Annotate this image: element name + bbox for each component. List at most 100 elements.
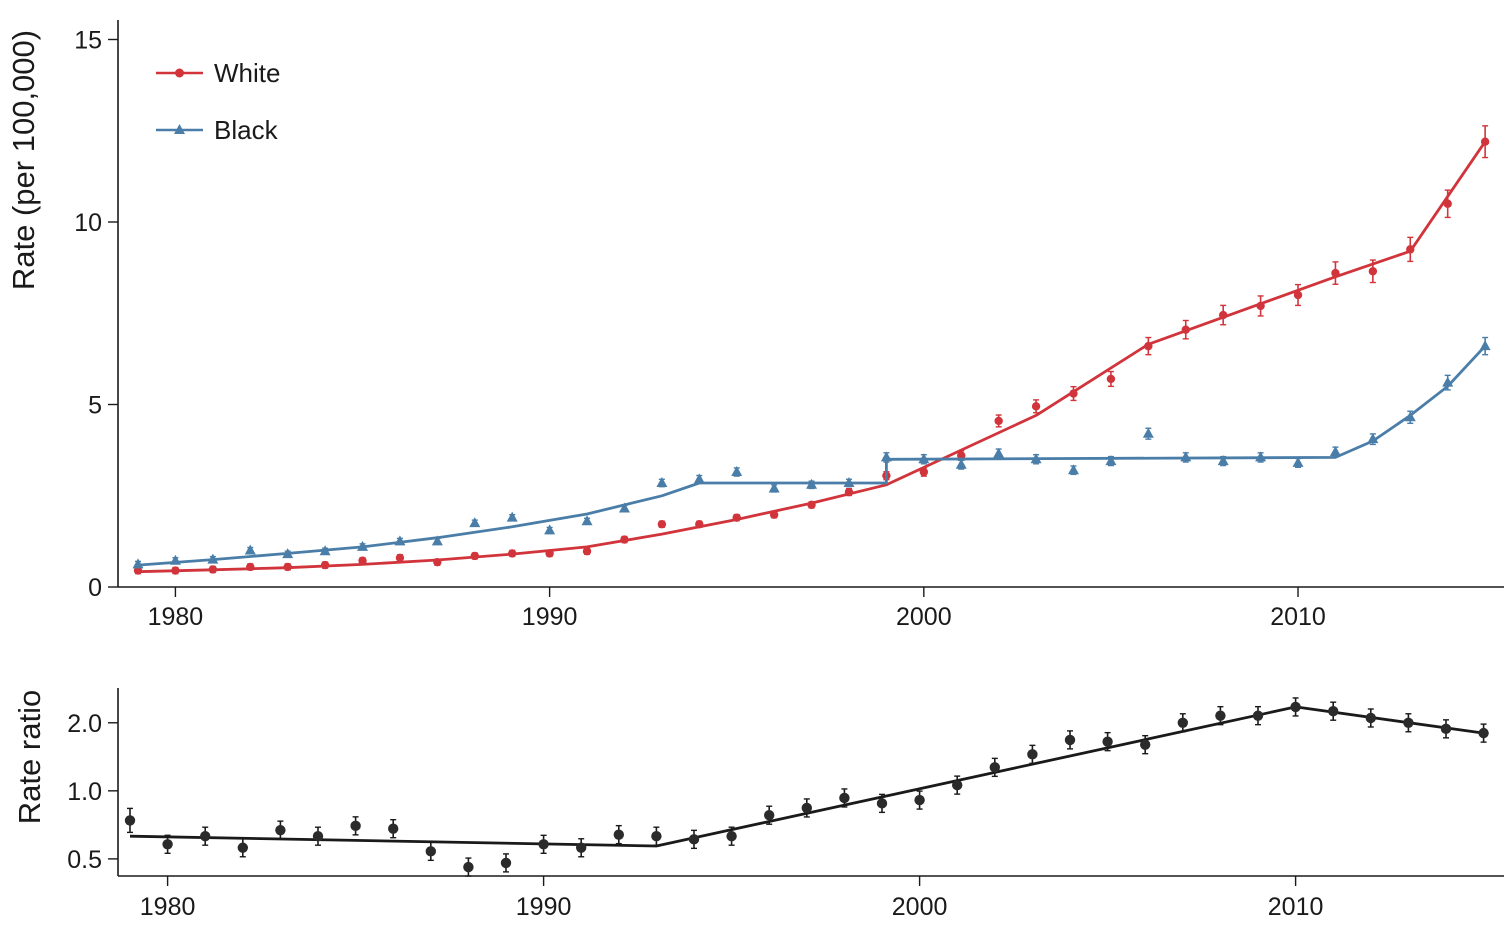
point-black (1479, 340, 1491, 351)
point-white (508, 549, 517, 558)
ratio-point (989, 762, 1000, 773)
rate-ratio-panel: 0.5 1.0 2.0 1980 1990 2000 2010 Rate ratio (12, 688, 1504, 921)
bottom-y-axis-title: Rate ratio (12, 690, 47, 824)
legend-item-white: White (156, 58, 280, 88)
ratio-point (350, 820, 361, 832)
ratio-point (839, 792, 850, 804)
ratio-point (425, 846, 436, 857)
ratio-point (952, 779, 963, 791)
ratio-point (914, 794, 925, 806)
point-white (1368, 267, 1378, 276)
point-black (1292, 456, 1304, 467)
ratio-fit-line (129, 705, 1484, 848)
point-white (919, 467, 929, 477)
ratio-point (1252, 710, 1264, 721)
top-x-tick-label: 2000 (896, 603, 952, 631)
top-x-tick-label: 2010 (1270, 603, 1326, 631)
top-y-tick-label: 5 (88, 392, 102, 420)
ratio-point (1365, 712, 1377, 724)
point-white (1218, 310, 1228, 320)
ratio-point (764, 810, 775, 821)
legend: White Black (156, 58, 280, 145)
point-black (581, 515, 593, 526)
ratio-point (312, 830, 324, 842)
point-black (1180, 451, 1192, 462)
legend-label-white: White (214, 58, 280, 88)
point-black (618, 502, 630, 513)
point-white (1293, 290, 1303, 300)
point-white (1443, 199, 1452, 208)
point-black (768, 482, 780, 493)
point-black (506, 511, 518, 522)
point-black (918, 453, 930, 464)
point-black (282, 548, 294, 559)
ratio-point (726, 830, 737, 842)
ratio-point (124, 815, 136, 826)
top-x-tick-label: 1990 (522, 603, 578, 631)
point-black (169, 554, 181, 565)
legend-marker-white (175, 68, 184, 78)
ratio-point (1215, 710, 1226, 721)
point-white (844, 487, 854, 497)
ratio-point (237, 842, 248, 853)
bottom-x-tick-label: 1980 (140, 893, 196, 921)
ratio-point (651, 830, 662, 842)
legend-label-black: Black (214, 115, 279, 145)
point-black (656, 476, 668, 487)
bottom-y-tick-label: 2.0 (67, 710, 102, 738)
point-white (320, 560, 330, 570)
legend-item-black: Black (156, 115, 279, 145)
point-white (1181, 325, 1190, 334)
ratio-point (388, 823, 399, 834)
bottom-axis-ticks: 0.5 1.0 2.0 1980 1990 2000 2010 (67, 710, 1323, 921)
point-white (1480, 137, 1490, 146)
bottom-y-tick-label: 0.5 (67, 846, 102, 874)
ratio-point (275, 824, 286, 836)
point-black (806, 478, 818, 489)
point-white (1031, 402, 1041, 411)
point-black (1142, 427, 1154, 438)
point-white (246, 562, 255, 572)
point-white (283, 562, 292, 572)
point-white (208, 565, 218, 574)
point-white (171, 566, 180, 575)
ratio-point (1027, 749, 1038, 760)
point-white (1406, 245, 1415, 254)
point-black (1442, 376, 1454, 387)
ratio-point (576, 842, 587, 853)
top-y-tick-label: 15 (74, 27, 102, 55)
point-white (133, 566, 143, 575)
top-y-tick-label: 10 (74, 209, 102, 237)
point-black (843, 476, 855, 487)
point-black (207, 553, 219, 564)
point-black (544, 524, 556, 535)
ratio-point (1290, 701, 1301, 713)
ratio-point (688, 834, 700, 845)
rate-plot-area (132, 125, 1491, 575)
point-white (1331, 268, 1340, 278)
point-white (1069, 389, 1078, 398)
point-black (1030, 453, 1042, 464)
top-axis-ticks: 0 5 10 15 1980 1990 2000 2010 (74, 27, 1326, 632)
point-black (1367, 433, 1379, 444)
ratio-point (162, 839, 173, 850)
top-y-axis-title: Rate (per 100,000) (6, 30, 41, 290)
point-black (880, 451, 892, 462)
point-black (319, 545, 331, 556)
point-black (1105, 455, 1117, 466)
ratio-point (538, 839, 549, 850)
bottom-y-tick-label: 1.0 (67, 778, 102, 806)
ratio-point (1478, 727, 1489, 739)
point-black (469, 517, 481, 528)
legend-marker-black (174, 124, 185, 134)
bottom-x-tick-label: 1990 (516, 893, 572, 921)
point-black (1255, 451, 1267, 462)
ratio-point (1177, 717, 1189, 728)
ratio-point (1102, 736, 1113, 747)
ratio-point (1440, 723, 1452, 735)
point-black (993, 447, 1005, 458)
point-black (693, 473, 705, 484)
ratio-point (500, 857, 512, 869)
top-x-tick-label: 1980 (148, 603, 204, 631)
